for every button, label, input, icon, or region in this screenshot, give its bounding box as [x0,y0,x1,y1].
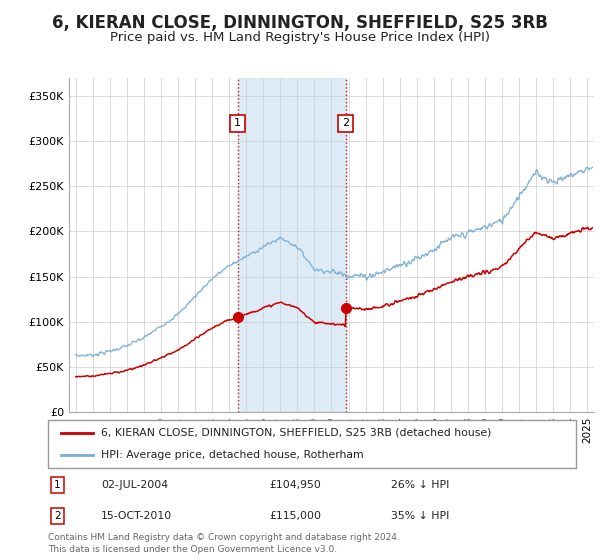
Text: 1: 1 [234,118,241,128]
Text: 2: 2 [342,118,349,128]
Bar [238,78,346,412]
Text: 02-JUL-2004: 02-JUL-2004 [101,480,168,490]
Text: 15-OCT-2010: 15-OCT-2010 [101,511,172,521]
Text: £115,000: £115,000 [270,511,322,521]
Text: 2: 2 [54,511,61,521]
FancyBboxPatch shape [48,420,576,468]
Text: 26% ↓ HPI: 26% ↓ HPI [391,480,449,490]
Text: HPI: Average price, detached house, Rotherham: HPI: Average price, detached house, Roth… [101,450,364,460]
Text: £104,950: £104,950 [270,480,322,490]
Text: 35% ↓ HPI: 35% ↓ HPI [391,511,449,521]
Text: 6, KIERAN CLOSE, DINNINGTON, SHEFFIELD, S25 3RB: 6, KIERAN CLOSE, DINNINGTON, SHEFFIELD, … [52,14,548,32]
Text: Contains HM Land Registry data © Crown copyright and database right 2024.
This d: Contains HM Land Registry data © Crown c… [48,533,400,554]
Text: 6, KIERAN CLOSE, DINNINGTON, SHEFFIELD, S25 3RB (detached house): 6, KIERAN CLOSE, DINNINGTON, SHEFFIELD, … [101,428,491,438]
Text: 1: 1 [54,480,61,490]
Text: Price paid vs. HM Land Registry's House Price Index (HPI): Price paid vs. HM Land Registry's House … [110,31,490,44]
